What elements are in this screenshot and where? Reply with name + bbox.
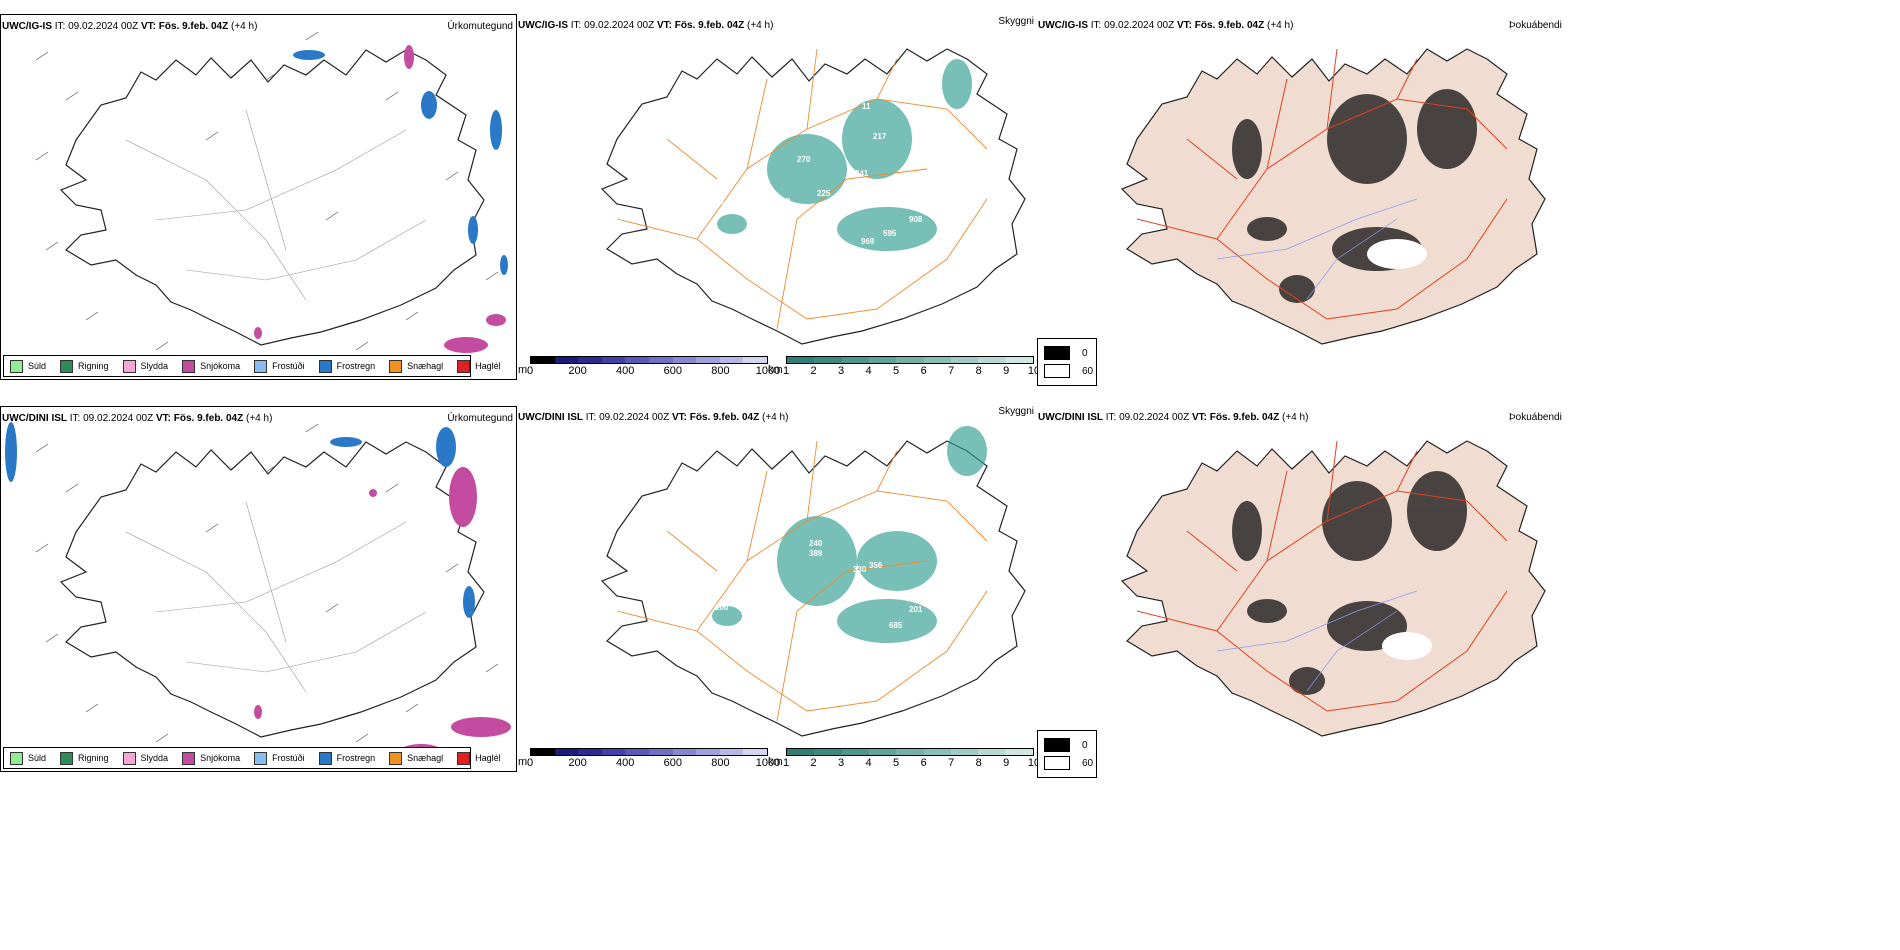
cloud-panel-bottom: UWC/DINI ISL IT: 09.02.2024 00Z VT: Fös.…: [517, 406, 1037, 772]
fog-panel-bottom: UWC/DINI ISL IT: 09.02.2024 00Z VT: Fös.…: [1037, 406, 1900, 772]
panel-field-name: Þokuábendi: [1509, 20, 1562, 31]
svg-text:100: 100: [715, 603, 729, 612]
precip-map: [35, 31, 508, 376]
precip-panel-bottom: UWC/DINI ISL IT: 09.02.2024 00Z VT: Fös.…: [0, 406, 517, 772]
snaehagl-swatch: [389, 751, 403, 765]
svg-text:330: 330: [853, 565, 867, 574]
slydda-swatch: [122, 359, 136, 373]
suld-swatch: [10, 359, 23, 373]
panel-title: UWC/IG-IS IT: 09.02.2024 00Z VT: Fös. 9.…: [1038, 20, 1294, 31]
panel-field-name: Úrkomutegund: [447, 413, 513, 424]
svg-text:595: 595: [883, 229, 897, 238]
svg-text:240: 240: [809, 539, 823, 548]
panel-field-name: Skyggni: [998, 406, 1034, 417]
cloud-map: 321 240 389 330 356 201 685 100 61: [601, 426, 1026, 737]
svg-text:201: 201: [909, 605, 923, 614]
svg-text:217: 217: [873, 132, 887, 141]
svg-text:969: 969: [861, 237, 875, 246]
panel-title: UWC/IG-IS IT: 09.02.2024 00Z VT: Fös. 9.…: [2, 21, 258, 32]
svg-text:908: 908: [909, 215, 923, 224]
suld-swatch: [10, 751, 23, 765]
visibility-colorbar-bottom: km 1 2 3 4 5 6 7 8 9 10: [768, 748, 1040, 774]
svg-text:270: 270: [797, 155, 811, 164]
cloud-fraction-legend-bottom: 0 60: [1037, 730, 1097, 778]
panel-field-name: Úrkomutegund: [447, 21, 513, 32]
svg-text:11: 11: [862, 102, 871, 111]
panel-title: UWC/IG-IS IT: 09.02.2024 00Z VT: Fös. 9.…: [518, 20, 774, 31]
slydda-swatch: [122, 751, 136, 765]
panel-title: UWC/DINI ISL IT: 09.02.2024 00Z VT: Fös.…: [518, 412, 789, 423]
height-colorbar-top: m 0 200 400 600 800 1000: [518, 356, 780, 382]
svg-text:862: 862: [929, 199, 943, 208]
haglel-swatch: [457, 359, 471, 373]
svg-text:241: 241: [855, 169, 869, 178]
precip-type-legend: Súld Rigning Slydda Snjókoma Frostúði Fr…: [3, 355, 501, 377]
visibility-colorbar-top: km 1 2 3 4 5 6 7 8 9 10: [768, 356, 1040, 382]
panel-field-name: Skyggni: [998, 16, 1034, 27]
rigning-swatch: [60, 751, 74, 765]
frostudi-swatch: [254, 359, 268, 373]
snjokoma-swatch: [182, 751, 196, 765]
fog-panel-top: UWC/IG-IS IT: 09.02.2024 00Z VT: Fös. 9.…: [1037, 14, 1900, 380]
precip-map: [5, 422, 511, 760]
rigning-swatch: [60, 359, 74, 373]
height-colorbar-bottom: m 0 200 400 600 800 1000: [518, 748, 780, 774]
snaehagl-swatch: [389, 359, 403, 373]
panel-field-name: Þokuábendi: [1509, 412, 1562, 423]
panel-title: UWC/DINI ISL IT: 09.02.2024 00Z VT: Fös.…: [1038, 412, 1309, 423]
svg-text:685: 685: [889, 621, 903, 630]
svg-text:225: 225: [817, 189, 831, 198]
svg-text:61: 61: [889, 503, 898, 512]
frostudi-swatch: [254, 751, 268, 765]
cloud-fraction-legend-top: 0 60: [1037, 338, 1097, 386]
frostregn-swatch: [318, 359, 332, 373]
svg-text:321: 321: [895, 517, 909, 526]
cloud-map: 270 225 222 241 217 969 595 862 908 11 12: [601, 48, 1026, 345]
fog-map: [1121, 48, 1546, 345]
panel-title: UWC/DINI ISL IT: 09.02.2024 00Z VT: Fös.…: [2, 413, 273, 424]
svg-text:356: 356: [869, 561, 883, 570]
snjokoma-swatch: [182, 359, 196, 373]
haglel-swatch: [457, 751, 471, 765]
cloud-panel-top: UWC/IG-IS IT: 09.02.2024 00Z VT: Fös. 9.…: [517, 14, 1037, 380]
precip-panel-top: UWC/IG-IS IT: 09.02.2024 00Z VT: Fös. 9.…: [0, 14, 517, 380]
svg-text:12: 12: [721, 201, 730, 210]
svg-text:222: 222: [777, 197, 791, 206]
fog-map: [1121, 440, 1546, 737]
frostregn-swatch: [318, 751, 332, 765]
svg-text:389: 389: [809, 549, 823, 558]
precip-type-legend: Súld Rigning Slydda Snjókoma Frostúði Fr…: [3, 747, 501, 769]
